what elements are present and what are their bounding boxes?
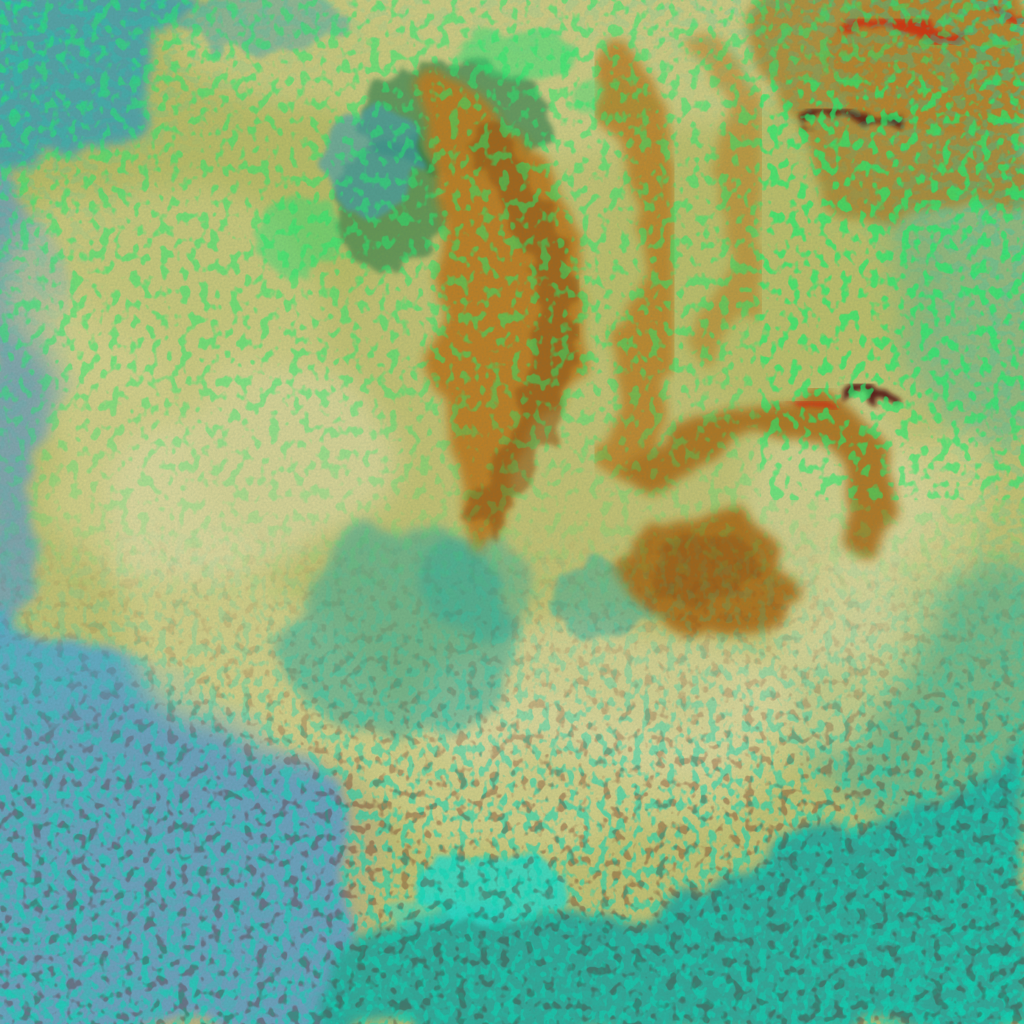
satellite-image [0, 0, 1024, 1024]
fine-grain-overlay [0, 0, 1024, 1024]
speckle-overlays [0, 0, 1024, 1024]
storm-scene [0, 0, 1024, 1024]
